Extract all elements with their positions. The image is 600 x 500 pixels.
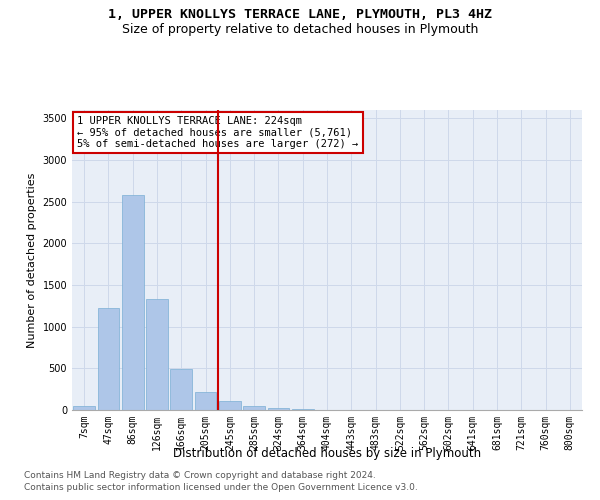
Bar xyxy=(194,392,217,410)
Y-axis label: Number of detached properties: Number of detached properties xyxy=(27,172,37,348)
Text: Size of property relative to detached houses in Plymouth: Size of property relative to detached ho… xyxy=(122,22,478,36)
Bar xyxy=(268,408,289,410)
Text: Contains public sector information licensed under the Open Government Licence v3: Contains public sector information licen… xyxy=(24,484,418,492)
Bar xyxy=(146,299,168,410)
Bar xyxy=(170,369,192,410)
Text: 1, UPPER KNOLLYS TERRACE LANE, PLYMOUTH, PL3 4HZ: 1, UPPER KNOLLYS TERRACE LANE, PLYMOUTH,… xyxy=(108,8,492,20)
Text: Distribution of detached houses by size in Plymouth: Distribution of detached houses by size … xyxy=(173,448,481,460)
Bar xyxy=(73,406,95,410)
Bar xyxy=(219,401,241,410)
Bar xyxy=(122,195,143,410)
Text: Contains HM Land Registry data © Crown copyright and database right 2024.: Contains HM Land Registry data © Crown c… xyxy=(24,471,376,480)
Bar xyxy=(97,308,119,410)
Bar xyxy=(292,409,314,410)
Bar xyxy=(243,406,265,410)
Text: 1 UPPER KNOLLYS TERRACE LANE: 224sqm
← 95% of detached houses are smaller (5,761: 1 UPPER KNOLLYS TERRACE LANE: 224sqm ← 9… xyxy=(77,116,358,149)
